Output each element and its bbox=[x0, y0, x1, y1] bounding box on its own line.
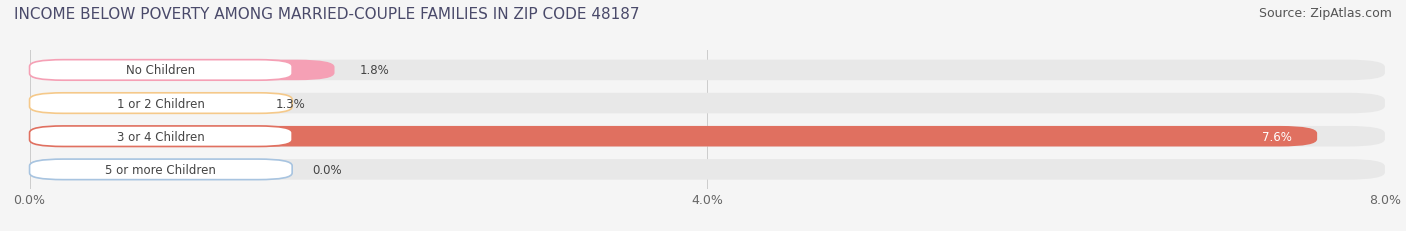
FancyBboxPatch shape bbox=[30, 60, 335, 81]
FancyBboxPatch shape bbox=[30, 159, 292, 180]
Text: Source: ZipAtlas.com: Source: ZipAtlas.com bbox=[1258, 7, 1392, 20]
FancyBboxPatch shape bbox=[30, 159, 1385, 180]
FancyBboxPatch shape bbox=[30, 93, 292, 114]
Text: INCOME BELOW POVERTY AMONG MARRIED-COUPLE FAMILIES IN ZIP CODE 48187: INCOME BELOW POVERTY AMONG MARRIED-COUPL… bbox=[14, 7, 640, 22]
FancyBboxPatch shape bbox=[30, 126, 1385, 147]
FancyBboxPatch shape bbox=[30, 159, 187, 180]
Text: 5 or more Children: 5 or more Children bbox=[105, 163, 217, 176]
Text: 7.6%: 7.6% bbox=[1261, 130, 1292, 143]
FancyBboxPatch shape bbox=[30, 60, 1385, 81]
Text: 3 or 4 Children: 3 or 4 Children bbox=[117, 130, 205, 143]
Text: 1.8%: 1.8% bbox=[360, 64, 389, 77]
Text: 0.0%: 0.0% bbox=[312, 163, 342, 176]
FancyBboxPatch shape bbox=[30, 126, 292, 147]
Text: 1.3%: 1.3% bbox=[276, 97, 305, 110]
FancyBboxPatch shape bbox=[30, 126, 1317, 147]
Text: 1 or 2 Children: 1 or 2 Children bbox=[117, 97, 205, 110]
FancyBboxPatch shape bbox=[30, 60, 292, 81]
Text: No Children: No Children bbox=[127, 64, 195, 77]
FancyBboxPatch shape bbox=[30, 93, 1385, 114]
FancyBboxPatch shape bbox=[30, 93, 250, 114]
